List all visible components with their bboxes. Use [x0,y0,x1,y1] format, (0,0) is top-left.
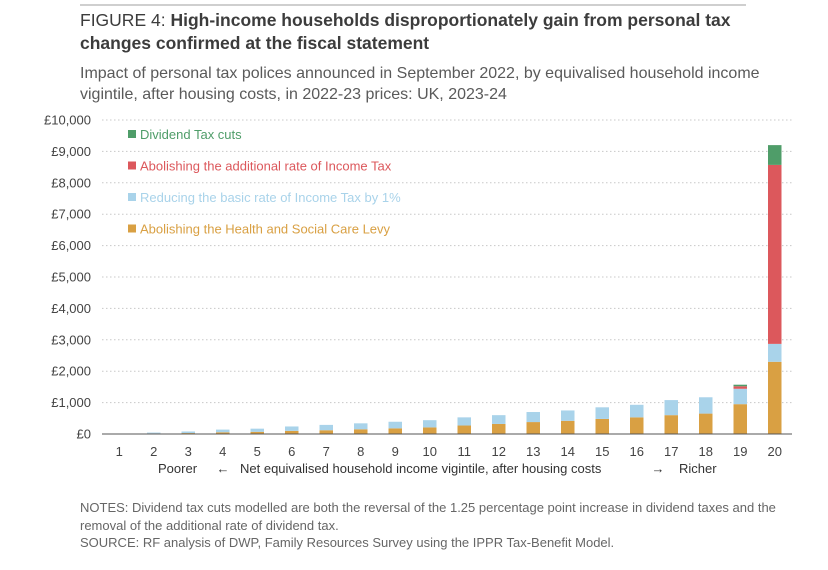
x-tick-label: 4 [219,444,226,459]
x-tick-label: 14 [561,444,575,459]
bar-segment [561,420,575,434]
x-tick-label: 6 [288,444,295,459]
bar-segment [630,404,644,418]
bar-segment [733,384,747,387]
bar-segment [664,400,678,416]
bar-segment [733,404,747,434]
bar-segment [285,430,299,434]
bar-segment [423,420,437,428]
bar-segment [250,428,264,432]
bar-segment [216,429,230,433]
figure-title: FIGURE 4: High-income households disprop… [80,9,780,55]
figure-title-text: High-income households disproportionatel… [80,10,731,53]
figure-subtitle: Impact of personal tax polices announced… [80,65,760,103]
bar-segment [768,343,782,362]
x-label-richer: Richer [679,461,717,476]
bar-segment [181,431,195,434]
y-tick-label: £2,000 [51,364,91,379]
x-tick-label: 9 [392,444,399,459]
bar-segment [457,417,471,426]
y-tick-label: £5,000 [51,270,91,285]
bar-segment [147,432,161,434]
bar-segment [768,164,782,344]
bar-segment [216,432,230,434]
bar-segment [285,426,299,431]
bar-segment [699,397,713,414]
x-tick-label: 8 [357,444,364,459]
bar-segment [699,413,713,434]
y-tick-label: £3,000 [51,332,91,347]
x-label-right-arrow: → [652,461,665,476]
bar-segment [354,423,368,430]
legend-swatch [128,130,136,138]
notes-block: NOTES: Dividend tax cuts modelled are bo… [80,499,800,552]
y-tick-label: £7,000 [51,207,91,222]
y-tick-label: £4,000 [51,301,91,316]
y-tick-label: £9,000 [51,144,91,159]
x-tick-label: 16 [630,444,644,459]
bar-segment [664,415,678,434]
x-tick-label: 10 [423,444,437,459]
bar-segment [492,415,506,424]
y-tick-label: £10,000 [44,113,91,128]
legend-label: Reducing the basic rate of Income Tax by… [140,190,401,205]
x-tick-label: 5 [254,444,261,459]
bar-segment [768,145,782,165]
bar-segment [561,410,575,421]
notes-text: NOTES: Dividend tax cuts modelled are bo… [80,500,776,533]
x-tick-label: 17 [664,444,678,459]
stacked-bar-chart: £0 £1,000 £2,000 £3,000 £4,000 £5,000 £6,000 £7… [44,113,792,476]
bar-segment [457,425,471,434]
bar-segment [768,361,782,434]
bar-segment [388,421,402,429]
top-rule [80,4,746,6]
bar-segment [354,429,368,434]
legend-swatch [128,224,136,233]
bar-segment [388,428,402,434]
y-tick-label: £0 [77,427,91,442]
x-label-poorer: Poorer [158,461,198,476]
y-tick-label: £8,000 [51,175,91,190]
bar-segment [492,423,506,434]
y-tick-label: £1,000 [51,395,91,410]
bar-segment [733,386,747,389]
legend-swatch [128,193,136,201]
x-tick-label: 13 [526,444,540,459]
y-tick-label: £6,000 [51,238,91,253]
legend-label: Abolishing the Health and Social Care Le… [140,222,391,237]
x-tick-label: 20 [768,444,782,459]
x-tick-label: 3 [185,444,192,459]
x-tick-label: 7 [323,444,330,459]
bar-segment [595,407,609,419]
bar-segment [595,418,609,434]
bar-segment [526,422,540,434]
bar-segment [319,430,333,434]
x-tick-label: 12 [492,444,506,459]
bar-segment [250,431,264,434]
legend-swatch [128,161,136,170]
x-label-left-arrow: ← [217,461,230,476]
legend-label: Dividend Tax cuts [140,127,242,142]
x-tick-label: 19 [733,444,747,459]
bar-segment [733,388,747,405]
x-tick-label: 11 [458,444,472,459]
x-axis-title: Net equivalised household income viginti… [240,461,602,476]
x-tick-label: 2 [150,444,157,459]
x-tick-label: 15 [595,444,609,459]
bar-segment [630,417,644,434]
bar-segment [319,424,333,431]
legend-label: Abolishing the additional rate of Income… [140,159,392,174]
x-tick-label: 18 [699,444,713,459]
bar-segment [423,427,437,434]
bar-segment [526,412,540,423]
source-text: SOURCE: RF analysis of DWP, Family Resou… [80,535,615,550]
x-tick-label: 1 [116,444,123,459]
figure-label: FIGURE 4: [80,10,166,30]
